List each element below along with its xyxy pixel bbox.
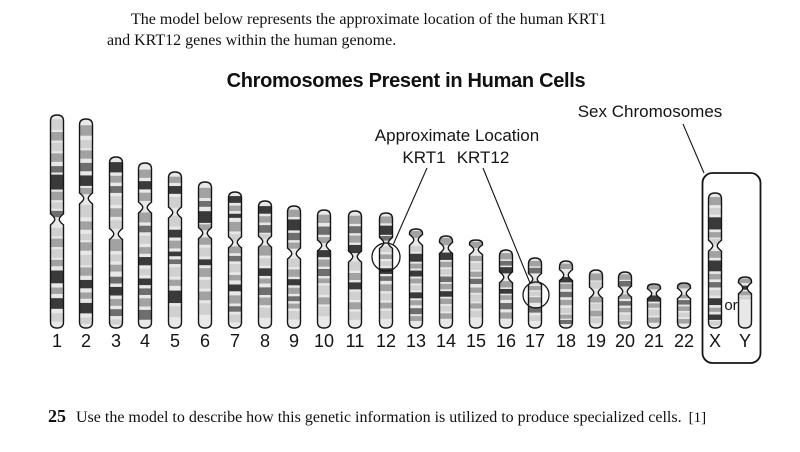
chromosome-label-14: 14 bbox=[436, 331, 456, 351]
chromosome-6: 6 bbox=[197, 181, 213, 351]
chromosomes-layer: 1 2 3 4 5 6 7 8 9 10 11 12 13 14 15 16 17 18 19 20 21 22 X Y bbox=[49, 114, 753, 351]
chromosome-5: 5 bbox=[167, 171, 183, 351]
intro-line-1: The model below represents the approxima… bbox=[131, 11, 607, 28]
chromosome-label-15: 15 bbox=[466, 331, 486, 351]
chromosome-4: 4 bbox=[137, 162, 153, 351]
chromosome-22: 22 bbox=[674, 282, 694, 351]
chromosome-20: 20 bbox=[615, 271, 635, 351]
chromosome-13: 13 bbox=[406, 228, 426, 351]
intro-line-2: and KRT12 genes within the human genome. bbox=[107, 32, 397, 49]
chromosome-label-Y: Y bbox=[739, 331, 751, 351]
chromosome-label-13: 13 bbox=[406, 331, 426, 351]
chromosome-16: 16 bbox=[496, 249, 516, 351]
chromosome-label-1: 1 bbox=[52, 331, 62, 351]
figure-title: Chromosomes Present in Human Cells bbox=[226, 70, 586, 92]
chromosome-label-21: 21 bbox=[644, 331, 664, 351]
chromosome-Y: Y bbox=[737, 276, 753, 351]
sex-chromosomes-label: Sex Chromosomes bbox=[578, 102, 723, 121]
krt12-callout-line bbox=[482, 167, 531, 284]
chromosome-label-4: 4 bbox=[140, 331, 150, 351]
chromosome-label-9: 9 bbox=[289, 331, 299, 351]
chromosome-8: 8 bbox=[257, 200, 273, 351]
question-text: Use the model to describe how this genet… bbox=[76, 409, 682, 426]
chromosome-label-X: X bbox=[709, 331, 721, 351]
chromosome-label-10: 10 bbox=[314, 331, 334, 351]
chromosome-21: 21 bbox=[644, 283, 664, 351]
chromosome-label-2: 2 bbox=[81, 331, 91, 351]
chromosome-15: 15 bbox=[466, 239, 486, 351]
krt1-callout-line bbox=[392, 167, 428, 246]
chromosome-label-17: 17 bbox=[525, 331, 545, 351]
chromosome-X: X bbox=[707, 192, 723, 351]
chromosome-label-3: 3 bbox=[111, 331, 121, 351]
question-number: 25 bbox=[48, 406, 66, 426]
chromosome-12: 12 bbox=[376, 212, 396, 351]
chromosome-19: 19 bbox=[586, 269, 606, 351]
chromosome-label-11: 11 bbox=[346, 331, 365, 351]
chromosome-label-20: 20 bbox=[615, 331, 635, 351]
krt1-label: KRT1 bbox=[402, 148, 445, 167]
approximate-location-label: Approximate Location bbox=[375, 126, 539, 145]
chromosome-2: 2 bbox=[78, 118, 94, 351]
question: 25 Use the model to describe how this gen… bbox=[48, 406, 706, 427]
chromosome-label-8: 8 bbox=[260, 331, 270, 351]
chromosome-label-22: 22 bbox=[674, 331, 694, 351]
chromosome-label-5: 5 bbox=[170, 331, 180, 351]
chromosome-11: 11 bbox=[346, 210, 365, 351]
sex-chromosomes-box bbox=[701, 172, 762, 364]
chromosome-14: 14 bbox=[436, 235, 456, 351]
chromosome-7: 7 bbox=[227, 191, 243, 351]
intro-paragraph: The model below represents the approxima… bbox=[107, 9, 637, 51]
chromosome-3: 3 bbox=[108, 156, 124, 351]
chromosome-18: 18 bbox=[556, 260, 576, 351]
chromosome-17: 17 bbox=[525, 257, 545, 351]
chromosome-10: 10 bbox=[314, 209, 334, 351]
or-label: or bbox=[724, 297, 737, 314]
chromosome-9: 9 bbox=[286, 205, 302, 351]
chromosome-label-7: 7 bbox=[230, 331, 240, 351]
krt1-location-circle bbox=[371, 242, 401, 272]
krt12-location-circle bbox=[522, 281, 550, 309]
chromosome-label-6: 6 bbox=[200, 331, 210, 351]
sex-chromosomes-callout-line bbox=[682, 123, 705, 174]
chromosome-label-12: 12 bbox=[376, 331, 396, 351]
chromosome-label-18: 18 bbox=[556, 331, 576, 351]
question-points: [1] bbox=[688, 410, 707, 426]
chromosome-1: 1 bbox=[49, 114, 65, 351]
krt12-label: KRT12 bbox=[457, 148, 510, 167]
chromosome-label-19: 19 bbox=[586, 331, 606, 351]
chromosome-label-16: 16 bbox=[496, 331, 516, 351]
